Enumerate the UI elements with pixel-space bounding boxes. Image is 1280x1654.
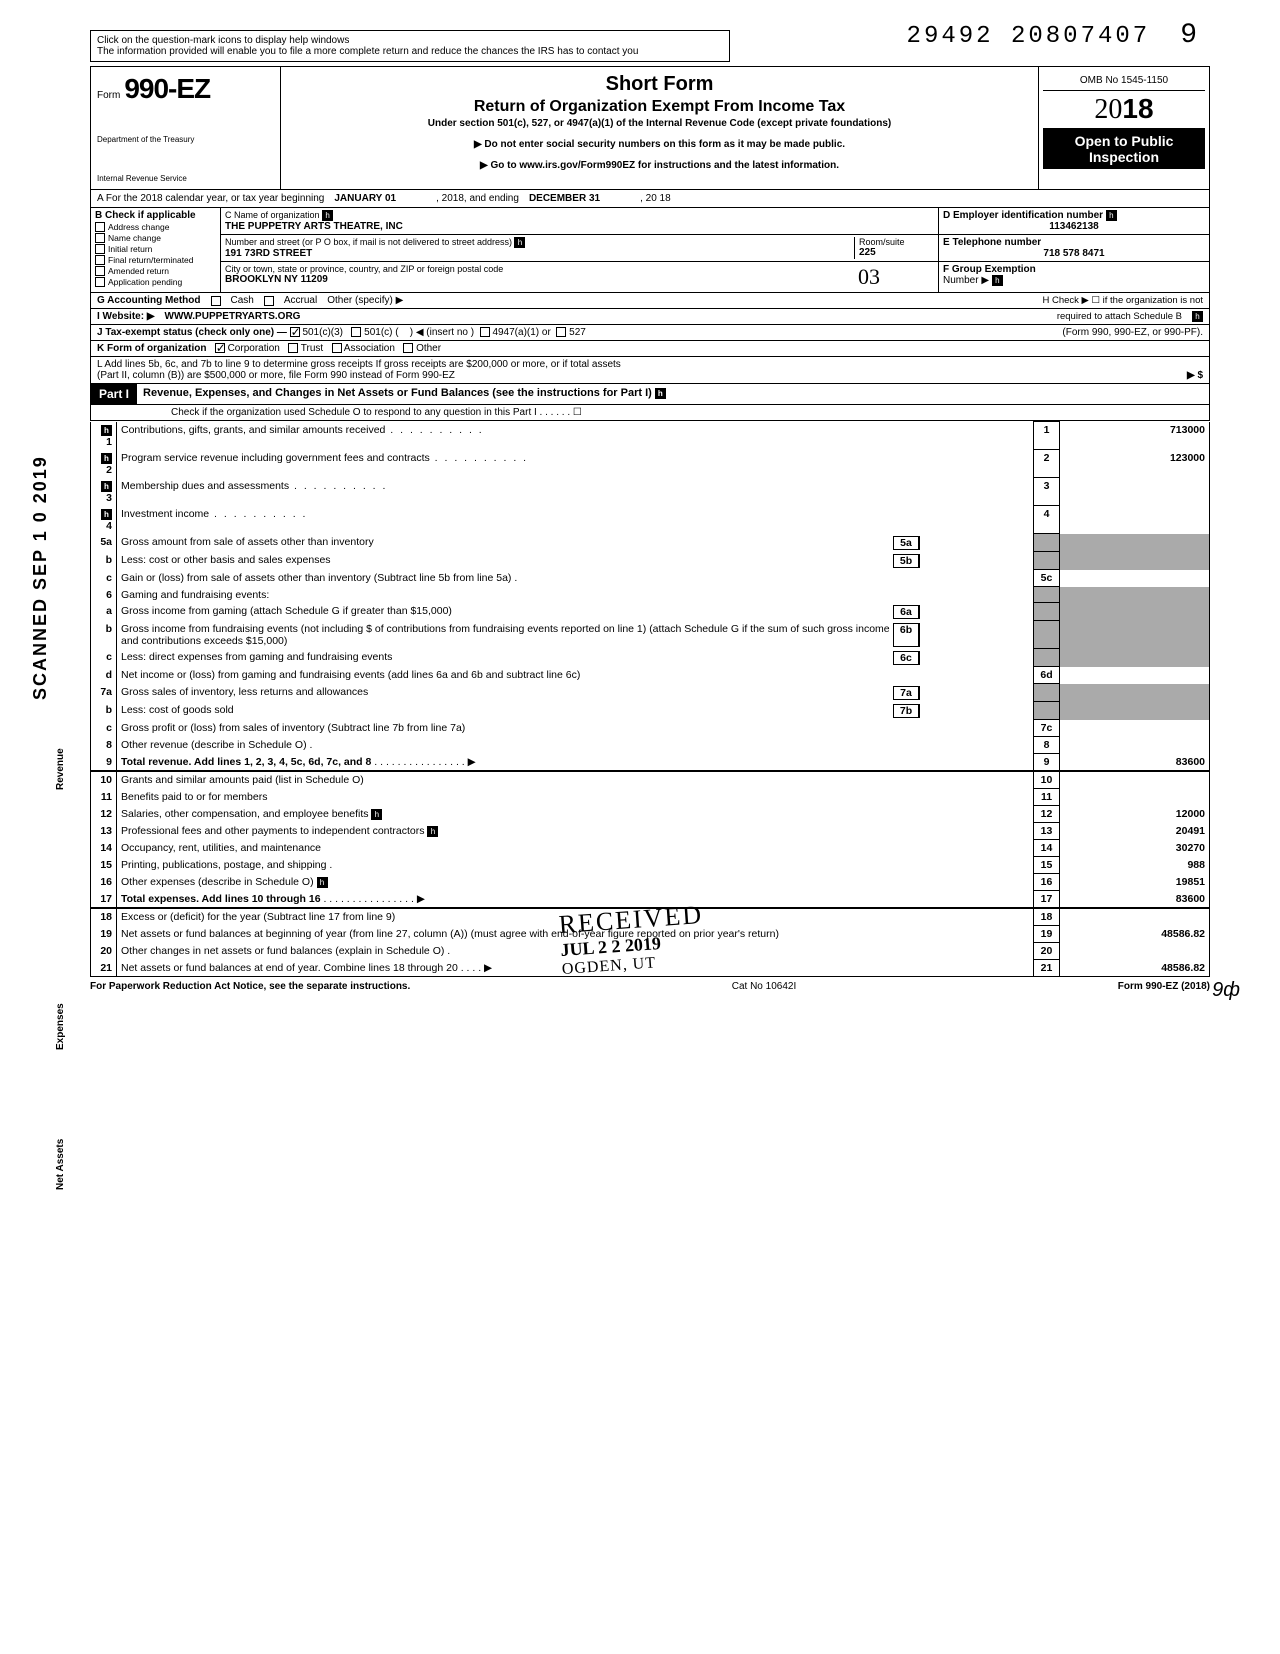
- paperwork-notice: For Paperwork Reduction Act Notice, see …: [90, 981, 410, 992]
- main-title: Return of Organization Exempt From Incom…: [289, 98, 1030, 116]
- form-number: 990-EZ: [124, 73, 210, 105]
- cat-no: Cat No 10642I: [732, 981, 797, 992]
- side-expenses: Expenses: [55, 1003, 66, 1050]
- chk-pending[interactable]: [95, 277, 105, 287]
- chk-527[interactable]: [556, 327, 566, 337]
- handwritten-code: 03: [854, 264, 934, 290]
- group-exemption-label: F Group Exemption: [943, 264, 1205, 275]
- chk-other-org[interactable]: [403, 343, 413, 353]
- chk-501c[interactable]: [351, 327, 361, 337]
- room-suite: 225: [859, 247, 934, 258]
- short-form-title: Short Form: [289, 73, 1030, 96]
- ein-label: D Employer identification number h: [943, 210, 1205, 221]
- tax-year: 2018: [1043, 91, 1205, 129]
- help-icon[interactable]: h: [322, 210, 333, 221]
- help-icon[interactable]: h: [514, 237, 525, 248]
- chk-accrual[interactable]: [264, 296, 274, 306]
- org-name: THE PUPPETRY ARTS THEATRE, INC: [225, 221, 934, 232]
- url-note: ▶ Go to www.irs.gov/Form990EZ for instru…: [289, 160, 1030, 171]
- received-stamp: RECEIVED JUL 2 2 2019 OGDEN, UT: [558, 900, 707, 979]
- help-icon[interactable]: h: [1192, 311, 1203, 322]
- subtitle: Under section 501(c), 527, or 4947(a)(1)…: [289, 118, 1030, 129]
- help-icon[interactable]: h: [1106, 210, 1117, 221]
- chk-address-change[interactable]: [95, 222, 105, 232]
- part1-check-line: Check if the organization used Schedule …: [90, 405, 1210, 421]
- website-value: WWW.PUPPETRYARTS.ORG: [165, 311, 301, 322]
- dept-treasury: Department of the Treasury: [97, 135, 274, 144]
- room-label: Room/suite: [859, 237, 934, 247]
- tel-label: E Telephone number: [943, 237, 1205, 248]
- row-l: L Add lines 5b, 6c, and 7b to line 9 to …: [90, 357, 1210, 384]
- chk-amended[interactable]: [95, 266, 105, 276]
- name-label: C Name of organization: [225, 210, 320, 220]
- ein-value: 113462138: [943, 221, 1205, 232]
- chk-501c3[interactable]: [290, 327, 300, 337]
- street-address: 191 73RD STREET: [225, 248, 854, 259]
- b-header: B Check if applicable: [95, 210, 216, 221]
- row-i: I Website: ▶ WWW.PUPPETRYARTS.ORG requir…: [90, 309, 1210, 325]
- row-g: G Accounting Method Cash Accrual Other (…: [90, 293, 1210, 309]
- part1-label: Part I: [91, 384, 137, 404]
- part1-title: Revenue, Expenses, and Changes in Net As…: [137, 384, 672, 404]
- form-ref: Form 990-EZ (2018): [1118, 981, 1210, 992]
- city-label: City or town, state or province, country…: [225, 264, 854, 274]
- row-j: J Tax-exempt status (check only one) — 5…: [90, 325, 1210, 341]
- irs-label: Internal Revenue Service: [97, 174, 274, 183]
- chk-name-change[interactable]: [95, 233, 105, 243]
- help-icon[interactable]: h: [992, 275, 1003, 286]
- omb-number: OMB No 1545-1150: [1043, 71, 1205, 91]
- side-revenue: Revenue: [55, 748, 66, 790]
- chk-initial-return[interactable]: [95, 244, 105, 254]
- row-k: K Form of organization Corporation Trust…: [90, 341, 1210, 357]
- form-header: Form 990-EZ Department of the Treasury I…: [90, 66, 1210, 190]
- open-to-public: Open to Public Inspection: [1043, 129, 1205, 169]
- form-word: Form: [97, 90, 120, 101]
- h-check-note: H Check ▶ ☐ if the organization is not: [1042, 295, 1203, 306]
- chk-corporation[interactable]: [215, 343, 225, 353]
- group-number-label: Number ▶ h: [943, 275, 1205, 286]
- page-footer: For Paperwork Reduction Act Notice, see …: [90, 981, 1210, 992]
- corner-mark: 9ф: [1212, 979, 1240, 1002]
- chk-4947[interactable]: [480, 327, 490, 337]
- chk-cash[interactable]: [211, 296, 221, 306]
- ssn-note: ▶ Do not enter social security numbers o…: [289, 139, 1030, 150]
- scanned-stamp: SCANNED SEP 1 0 2019: [30, 455, 51, 700]
- section-bcd: B Check if applicable Address change Nam…: [90, 208, 1210, 293]
- lines-table: h 1 Contributions, gifts, grants, and si…: [90, 421, 1210, 977]
- side-netassets: Net Assets: [55, 1139, 66, 1190]
- row-a-tax-year: A For the 2018 calendar year, or tax yea…: [90, 190, 1210, 208]
- dln-stamp: 29492 208074079: [907, 20, 1200, 51]
- help-box: Click on the question-mark icons to disp…: [90, 30, 730, 62]
- city-state-zip: BROOKLYN NY 11209: [225, 274, 854, 285]
- telephone-value: 718 578 8471: [943, 248, 1205, 259]
- chk-trust[interactable]: [288, 343, 298, 353]
- chk-final-return[interactable]: [95, 255, 105, 265]
- part1-header: Part I Revenue, Expenses, and Changes in…: [90, 384, 1210, 405]
- help-icon[interactable]: h: [655, 388, 666, 399]
- chk-association[interactable]: [332, 343, 342, 353]
- addr-label: Number and street (or P O box, if mail i…: [225, 237, 512, 247]
